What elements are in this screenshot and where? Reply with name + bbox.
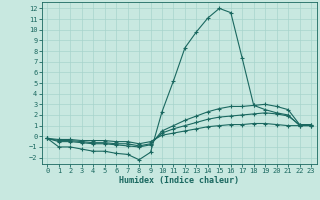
- X-axis label: Humidex (Indice chaleur): Humidex (Indice chaleur): [119, 176, 239, 185]
